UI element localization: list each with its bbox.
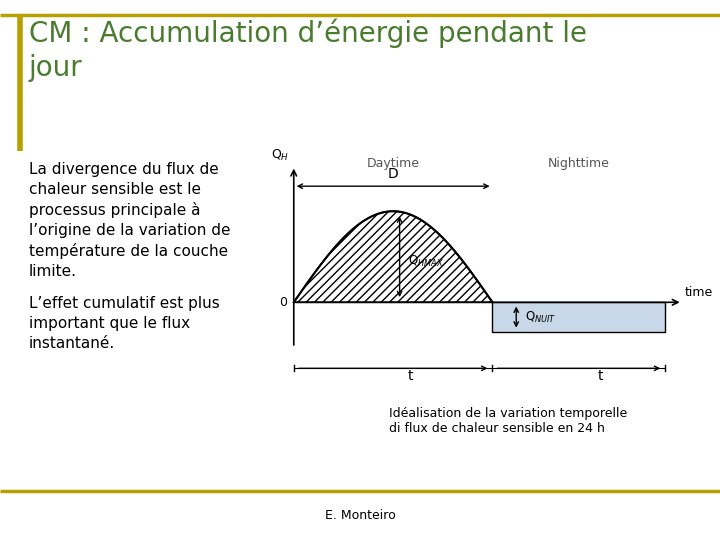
Text: La divergence du flux de
chaleur sensible est le
processus principale à
l’origin: La divergence du flux de chaleur sensibl… xyxy=(29,162,230,279)
Text: t: t xyxy=(598,369,603,383)
Bar xyxy=(492,302,665,332)
Text: t: t xyxy=(408,369,413,383)
Text: CM : Accumulation d’énergie pendant le
jour: CM : Accumulation d’énergie pendant le j… xyxy=(29,19,587,82)
Polygon shape xyxy=(294,211,492,302)
Text: L’effet cumulatif est plus
important que le flux
instantané.: L’effet cumulatif est plus important que… xyxy=(29,296,220,350)
Text: D: D xyxy=(388,167,398,181)
Text: E. Monteiro: E. Monteiro xyxy=(325,509,395,522)
Text: Daytime: Daytime xyxy=(366,157,420,170)
Text: Q$_H$: Q$_H$ xyxy=(271,148,289,164)
Text: Nighttime: Nighttime xyxy=(548,157,610,170)
Text: time: time xyxy=(685,286,713,299)
Text: 0: 0 xyxy=(279,296,287,309)
Text: Q$_{NUIT}$: Q$_{NUIT}$ xyxy=(525,309,557,325)
Text: Q$_{HMAX}$: Q$_{HMAX}$ xyxy=(408,254,444,269)
Text: Idéalisation de la variation temporelle
di flux de chaleur sensible en 24 h: Idéalisation de la variation temporelle … xyxy=(389,407,627,435)
